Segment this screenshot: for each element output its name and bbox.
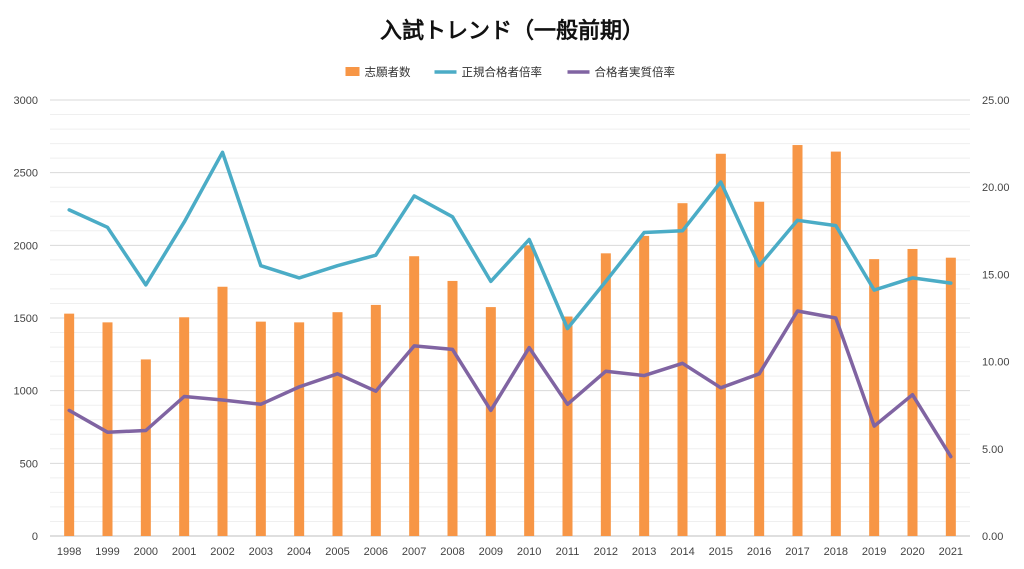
bar xyxy=(754,201,765,536)
bar xyxy=(600,253,611,536)
x-tick-label: 2019 xyxy=(862,546,886,558)
y-right-tick-label: 20.00 xyxy=(982,182,1010,194)
bar xyxy=(255,321,266,536)
x-tick-label: 2020 xyxy=(900,546,924,558)
x-tick-label: 2011 xyxy=(556,546,580,558)
series-line xyxy=(67,150,953,331)
y-left-tick-label: 2000 xyxy=(14,240,38,252)
bar xyxy=(102,322,113,536)
x-tick-label: 2003 xyxy=(249,546,273,558)
bar xyxy=(370,304,381,536)
legend: 志願者数 正規合格者倍率 合格者実質倍率 xyxy=(345,65,676,79)
x-tick-label: 2010 xyxy=(517,546,541,558)
bar xyxy=(409,256,420,536)
x-tick-label: 2013 xyxy=(632,546,656,558)
y-right-tick-label: 25.00 xyxy=(982,95,1010,107)
x-tick-label: 1998 xyxy=(57,546,81,558)
x-tick-label: 2001 xyxy=(172,546,196,558)
legend-label: 合格者実質倍率 xyxy=(595,65,676,79)
x-tick-label: 2017 xyxy=(785,546,809,558)
y-left-tick-label: 3000 xyxy=(14,95,38,107)
x-tick-label: 2008 xyxy=(440,546,464,558)
bar xyxy=(792,145,803,536)
y-right-tick-label: 0.00 xyxy=(982,531,1003,543)
bar xyxy=(64,313,75,536)
x-tick-label: 2002 xyxy=(210,546,234,558)
bar xyxy=(830,151,841,537)
x-tick-label: 2012 xyxy=(594,546,618,558)
bar-series xyxy=(64,145,956,537)
x-tick-label: 2006 xyxy=(364,546,388,558)
bar xyxy=(524,245,535,537)
bar xyxy=(485,307,496,536)
y-right-tick-label: 5.00 xyxy=(982,444,1003,456)
x-tick-label: 2018 xyxy=(824,546,848,558)
x-tick-label: 2014 xyxy=(670,546,694,558)
bar xyxy=(332,312,343,536)
x-tick-label: 2009 xyxy=(479,546,503,558)
bar xyxy=(140,359,151,536)
x-tick-label: 2005 xyxy=(325,546,349,558)
x-tick-label: 2021 xyxy=(939,546,963,558)
y-left-tick-label: 0 xyxy=(32,531,38,543)
y-axis-left: 0 500 1000 1500 2000 2500 3000 xyxy=(14,95,38,543)
y-axis-right: 0.00 5.00 10.00 15.00 20.00 25.00 xyxy=(982,95,1010,543)
y-left-tick-label: 1500 xyxy=(14,313,38,325)
bar xyxy=(715,153,726,537)
x-tick-label: 1999 xyxy=(95,546,119,558)
y-left-tick-label: 2500 xyxy=(14,168,38,180)
y-right-tick-label: 10.00 xyxy=(982,357,1010,369)
y-left-tick-label: 1000 xyxy=(14,386,38,398)
bar xyxy=(869,259,880,536)
bar xyxy=(639,235,650,537)
bar xyxy=(447,280,458,536)
bar xyxy=(945,257,956,536)
bar xyxy=(179,317,190,536)
y-right-tick-label: 15.00 xyxy=(982,269,1010,281)
bar xyxy=(562,316,573,536)
legend-label: 正規合格者倍率 xyxy=(462,65,543,79)
bar xyxy=(294,322,305,536)
x-axis: 1998 1999 2000 2001 2002 2003 2004 2005 2006 2007… xyxy=(50,535,970,558)
chart-title: 入試トレンド（一般前期） xyxy=(380,18,644,44)
bar xyxy=(907,248,918,536)
x-tick-label: 2007 xyxy=(402,546,426,558)
x-tick-label: 2000 xyxy=(134,546,158,558)
y-left-tick-label: 500 xyxy=(20,458,38,470)
x-tick-label: 2015 xyxy=(709,546,733,558)
x-tick-label: 2016 xyxy=(747,546,771,558)
x-tick-label: 2004 xyxy=(287,546,311,558)
series-line xyxy=(67,309,953,459)
legend-swatch xyxy=(345,67,360,76)
legend-label: 志願者数 xyxy=(365,65,411,79)
bar xyxy=(217,286,228,536)
bar xyxy=(677,203,688,537)
line-series xyxy=(67,150,953,459)
